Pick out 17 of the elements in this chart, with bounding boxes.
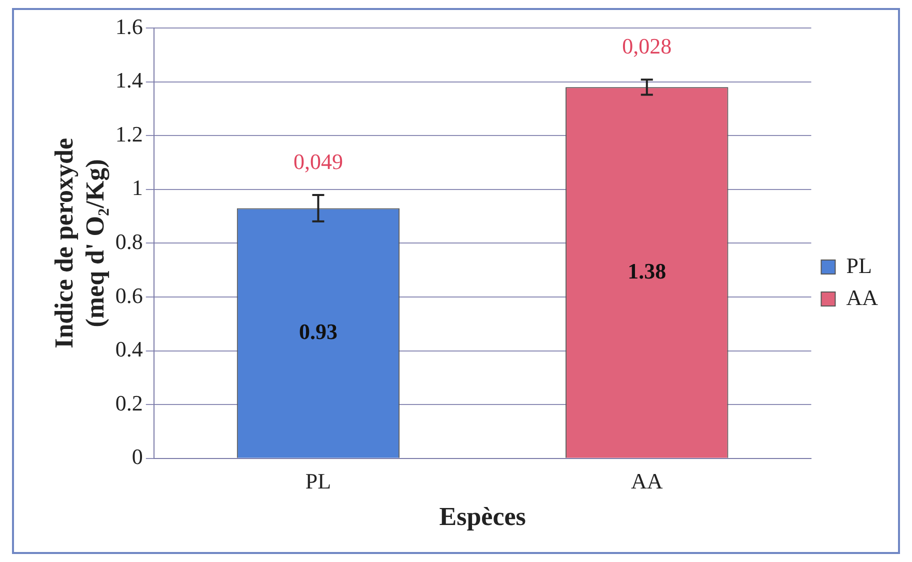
legend-label: PL bbox=[846, 252, 872, 278]
x-axis-title: Espèces bbox=[439, 502, 526, 532]
y-tick-label: 1.6 bbox=[115, 14, 143, 39]
y-tick-label: 1.4 bbox=[115, 68, 143, 93]
data-label: 0.93 bbox=[298, 319, 338, 344]
y-tick-label: 1 bbox=[132, 175, 143, 200]
annotation: 0,028 bbox=[622, 33, 672, 58]
y-axis-title: Indice de peroxyde (meq d' O₂/Kg) bbox=[49, 138, 110, 348]
y-tick-label: 0.6 bbox=[115, 282, 143, 308]
y-tick-label: 0.4 bbox=[115, 336, 143, 362]
y-tick-label: 1.2 bbox=[115, 121, 143, 146]
y-tick-label: 0.2 bbox=[115, 390, 143, 416]
legend-label: AA bbox=[846, 284, 878, 310]
y-tick-label: 0 bbox=[132, 444, 143, 470]
data-label: 1.38 bbox=[628, 258, 666, 284]
annotation: 0,049 bbox=[293, 148, 343, 174]
y-tick-label: 0.8 bbox=[115, 228, 143, 254]
